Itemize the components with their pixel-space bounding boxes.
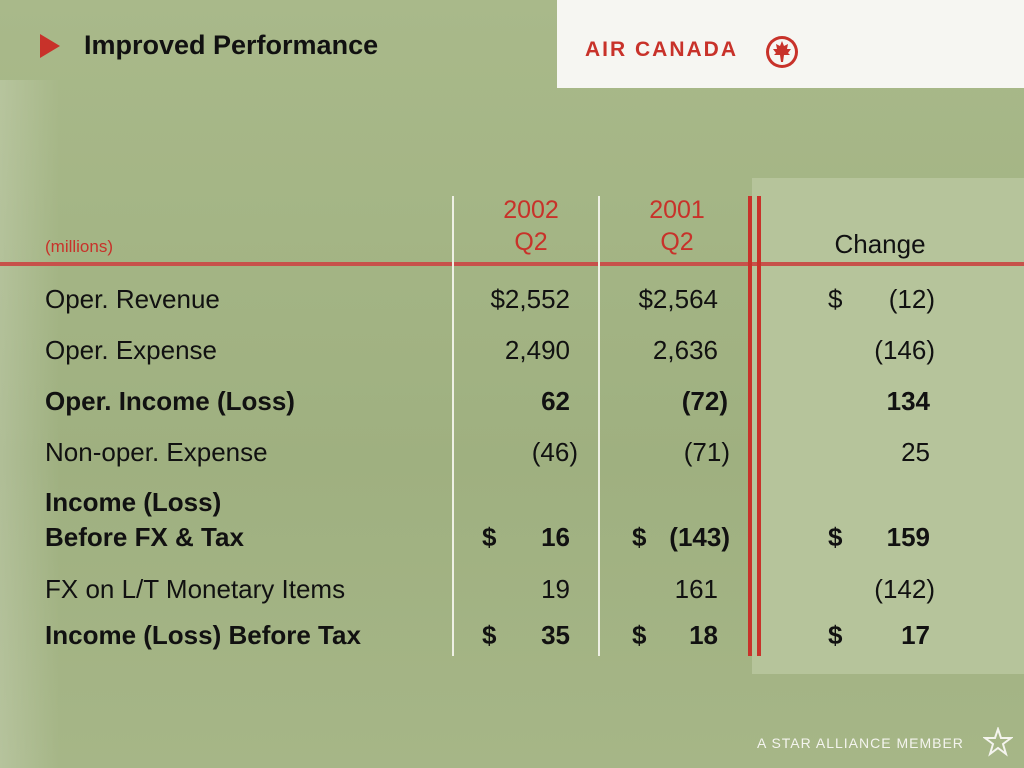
value-change: 25	[901, 437, 930, 467]
units-label: (millions)	[45, 237, 113, 256]
row-label-line1: Income (Loss)	[45, 487, 222, 517]
row-label: Oper. Revenue	[45, 284, 220, 314]
slide-title: Improved Performance	[84, 30, 379, 60]
value-2001: (71)	[683, 437, 730, 467]
value-2001: (72)	[681, 386, 728, 416]
arrow-bullet-icon	[40, 33, 60, 58]
value-2002: 35	[541, 620, 570, 650]
maple-leaf-roundel-icon	[766, 36, 798, 68]
column-header-year: 2001	[649, 196, 705, 224]
background-texture	[0, 80, 60, 768]
row-label: Non-oper. Expense	[45, 437, 268, 467]
value-2001: 161	[674, 574, 718, 604]
value-2002: (46)	[531, 437, 578, 467]
header-divider-line	[0, 262, 1024, 266]
red-divider-line	[748, 196, 752, 656]
value-change: (146)	[874, 335, 935, 365]
currency-sign: $	[828, 620, 843, 650]
value-2001: 18	[689, 620, 718, 650]
column-header-period: Q2	[514, 228, 548, 256]
row-label-line2: Before FX & Tax	[45, 522, 244, 552]
currency-sign: $	[632, 620, 647, 650]
column-divider	[452, 196, 454, 656]
value-2002: 62	[541, 386, 570, 416]
value-change: 17	[901, 620, 930, 650]
star-alliance-label: A STAR ALLIANCE MEMBER	[757, 735, 964, 751]
value-2002: 19	[541, 574, 570, 604]
value-2001: 2,636	[652, 335, 718, 365]
value-2001: (143)	[669, 522, 730, 552]
value-2002: $2,552	[490, 284, 570, 314]
value-2001: $2,564	[638, 284, 718, 314]
row-label: FX on L/T Monetary Items	[45, 574, 346, 604]
value-change: (12)	[888, 284, 935, 314]
column-header-period: Q2	[660, 228, 694, 256]
air-canada-logo-text: AIR CANADA	[585, 38, 738, 61]
value-change: 134	[886, 386, 930, 416]
value-2002: 2,490	[504, 335, 570, 365]
change-column-panel	[752, 178, 1024, 674]
currency-sign: $	[828, 522, 843, 552]
value-change: 159	[886, 522, 930, 552]
currency-sign: $	[632, 522, 647, 552]
logo-box: AIR CANADA	[557, 0, 1024, 88]
row-label: Income (Loss) Before Tax	[45, 620, 361, 650]
red-divider-line	[757, 196, 761, 656]
column-header-year: 2002	[503, 196, 559, 224]
currency-sign: $	[828, 284, 843, 314]
column-divider	[598, 196, 600, 656]
title-area: Improved Performance	[40, 30, 378, 61]
value-2002: 16	[541, 522, 570, 552]
row-label: Oper. Income (Loss)	[45, 386, 295, 416]
star-alliance-icon	[983, 727, 1013, 757]
change-header: Change	[834, 229, 926, 259]
value-change: (142)	[874, 574, 935, 604]
currency-sign: $	[482, 522, 497, 552]
currency-sign: $	[482, 620, 497, 650]
row-label: Oper. Expense	[45, 335, 217, 365]
